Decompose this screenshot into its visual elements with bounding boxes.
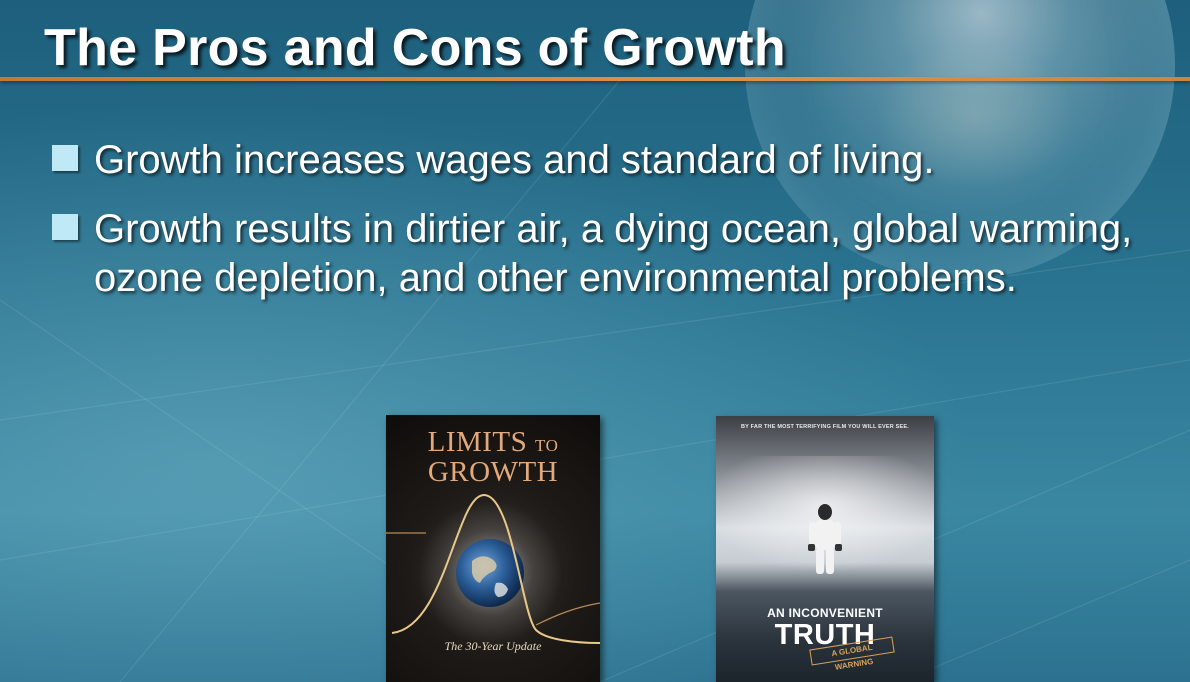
bullet-square-icon (52, 145, 78, 171)
bullet-list: Growth increases wages and standard of l… (52, 136, 1162, 323)
inconvenient-truth-poster: BY FAR THE MOST TERRIFYING FILM YOU WILL… (716, 416, 934, 682)
astronaut-figure-icon (808, 504, 842, 574)
book-subtitle: The 30-Year Update (444, 639, 542, 653)
bullet-item: Growth results in dirtier air, a dying o… (52, 205, 1162, 303)
poster-tagline: BY FAR THE MOST TERRIFYING FILM YOU WILL… (741, 424, 909, 430)
bullet-text: Growth results in dirtier air, a dying o… (94, 207, 1133, 300)
bullet-square-icon (52, 214, 78, 240)
book-title: LIMITS TO GROWTH (386, 426, 600, 488)
limits-to-growth-book-cover: LIMITS TO GROWTH The 30-Year Update (386, 415, 600, 682)
bullet-item: Growth increases wages and standard of l… (52, 136, 1162, 185)
slide-title: The Pros and Cons of Growth (44, 19, 786, 77)
poster-title-line1: AN INCONVENIENT (767, 606, 883, 620)
poster-title-line2: TRUTH (774, 619, 876, 651)
book-title-to: TO (535, 436, 559, 455)
globe-land-background (875, 40, 1075, 190)
book-cover-artwork (386, 493, 600, 645)
bullet-text: Growth increases wages and standard of l… (94, 138, 935, 182)
book-title-line1: LIMITS (427, 426, 528, 458)
book-title-line2: GROWTH (427, 456, 559, 488)
poster-artwork (716, 456, 934, 576)
title-underline (0, 77, 1190, 81)
